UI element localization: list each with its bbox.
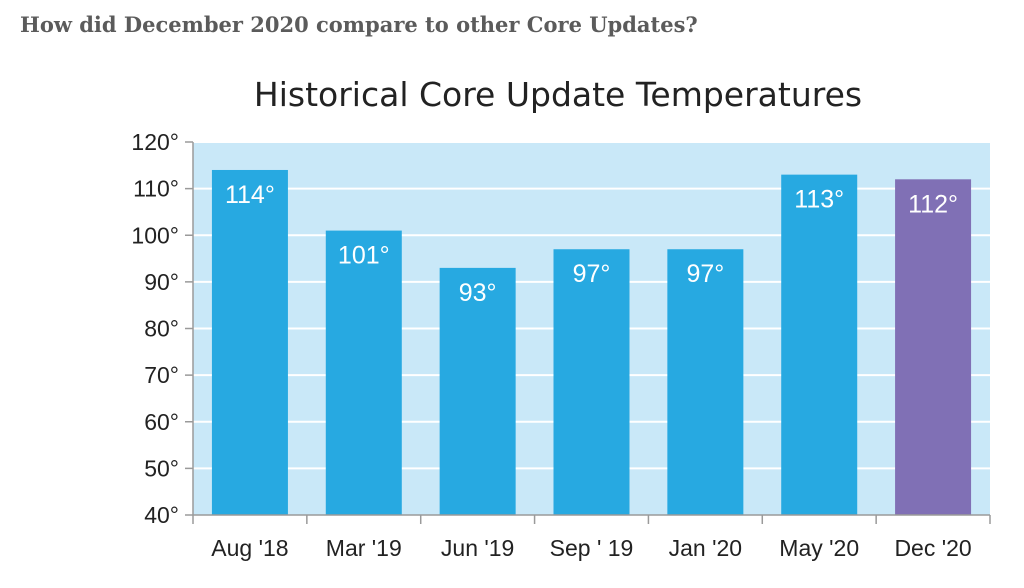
bar [553,249,630,516]
y-tick-label: 70° [144,362,179,388]
bar-value-label: 112° [908,190,958,218]
x-category-label: Jun '19 [441,535,514,561]
bar-value-label: 97° [573,260,611,288]
y-tick-label: 100° [131,222,179,248]
x-category-label: Aug '18 [211,535,288,561]
y-tick-label: 120° [131,129,179,155]
y-tick-label: 110° [133,176,179,202]
bar-value-label: 114° [225,181,275,209]
page-question-heading: How did December 2020 compare to other C… [20,12,698,37]
bar [325,230,402,515]
bar [439,267,516,515]
axes [185,141,991,524]
x-category-label: Mar '19 [326,535,402,561]
x-category-label: Sep ' 19 [550,535,634,561]
y-tick-label: 40° [144,502,179,528]
y-tick-label: 80° [144,316,179,342]
chart-title: Historical Core Update Temperatures [254,75,862,114]
bar-value-label: 101° [338,242,390,270]
x-category-label: Jan '20 [669,535,742,561]
y-tick-label: 60° [144,409,179,435]
x-category-label: May '20 [779,535,859,561]
bar-value-label: 97° [686,260,724,288]
bar [781,174,858,515]
x-category-label: Dec '20 [894,535,971,561]
y-tick-label: 50° [144,455,179,481]
y-tick-label: 90° [144,269,179,295]
labels: 40° 50° 60° 70° 80° 90° 100° 110° 120° 114° Aug '1… [131,129,971,561]
bar [211,169,288,515]
bar-value-label: 93° [459,279,497,307]
bar [895,179,972,516]
bar [667,249,744,516]
bar-value-label: 113° [794,186,844,214]
bars [211,169,972,516]
